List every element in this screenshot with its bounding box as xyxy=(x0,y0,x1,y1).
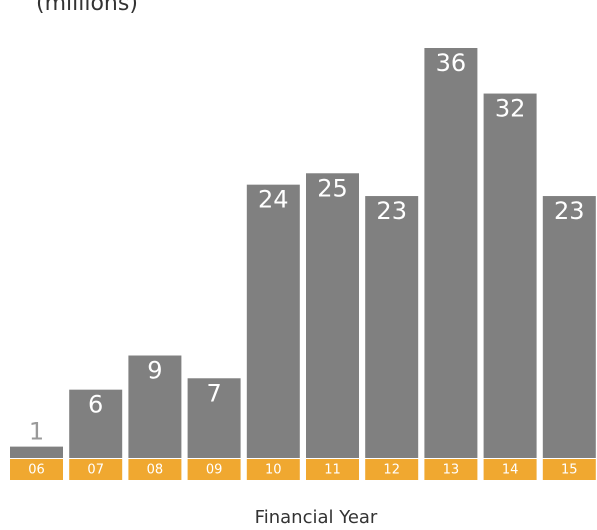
value-label: 23 xyxy=(554,197,585,225)
chart-title: (millions) xyxy=(36,0,138,16)
value-label: 6 xyxy=(88,391,103,419)
bar xyxy=(424,48,478,458)
bar xyxy=(246,184,300,458)
bar xyxy=(365,196,419,459)
bar xyxy=(10,446,63,458)
value-label: 1 xyxy=(29,418,44,446)
x-tick-label: 13 xyxy=(443,463,460,478)
x-axis-label: Financial Year xyxy=(255,507,378,528)
bar xyxy=(306,173,359,458)
value-label: 9 xyxy=(147,357,162,385)
x-tick-label: 12 xyxy=(383,463,400,478)
bar xyxy=(483,93,537,459)
value-label: 32 xyxy=(495,95,526,123)
x-tick-label: 15 xyxy=(561,463,578,478)
category-box xyxy=(365,459,419,480)
x-tick-label: 06 xyxy=(28,463,45,478)
bar xyxy=(542,196,596,459)
bar xyxy=(69,389,123,458)
x-tick-label: 08 xyxy=(147,463,164,478)
x-tick-label: 11 xyxy=(324,463,341,478)
category-box xyxy=(187,459,241,480)
x-tick-label: 07 xyxy=(87,463,104,478)
category-box xyxy=(10,459,63,480)
x-tick-label: 14 xyxy=(502,463,519,478)
x-tick-label: 10 xyxy=(265,463,282,478)
category-box xyxy=(424,459,478,480)
category-box xyxy=(306,459,359,480)
category-box xyxy=(128,459,182,480)
category-box xyxy=(246,459,300,480)
bar xyxy=(128,355,182,458)
x-tick-label: 09 xyxy=(206,463,223,478)
value-label: 23 xyxy=(376,197,407,225)
value-label: 24 xyxy=(258,186,289,214)
value-label: 25 xyxy=(317,174,348,202)
category-box xyxy=(483,459,537,480)
category-box xyxy=(69,459,123,480)
value-label: 36 xyxy=(436,49,467,77)
category-box xyxy=(542,459,596,480)
bar xyxy=(187,378,241,458)
value-label: 7 xyxy=(206,379,221,407)
